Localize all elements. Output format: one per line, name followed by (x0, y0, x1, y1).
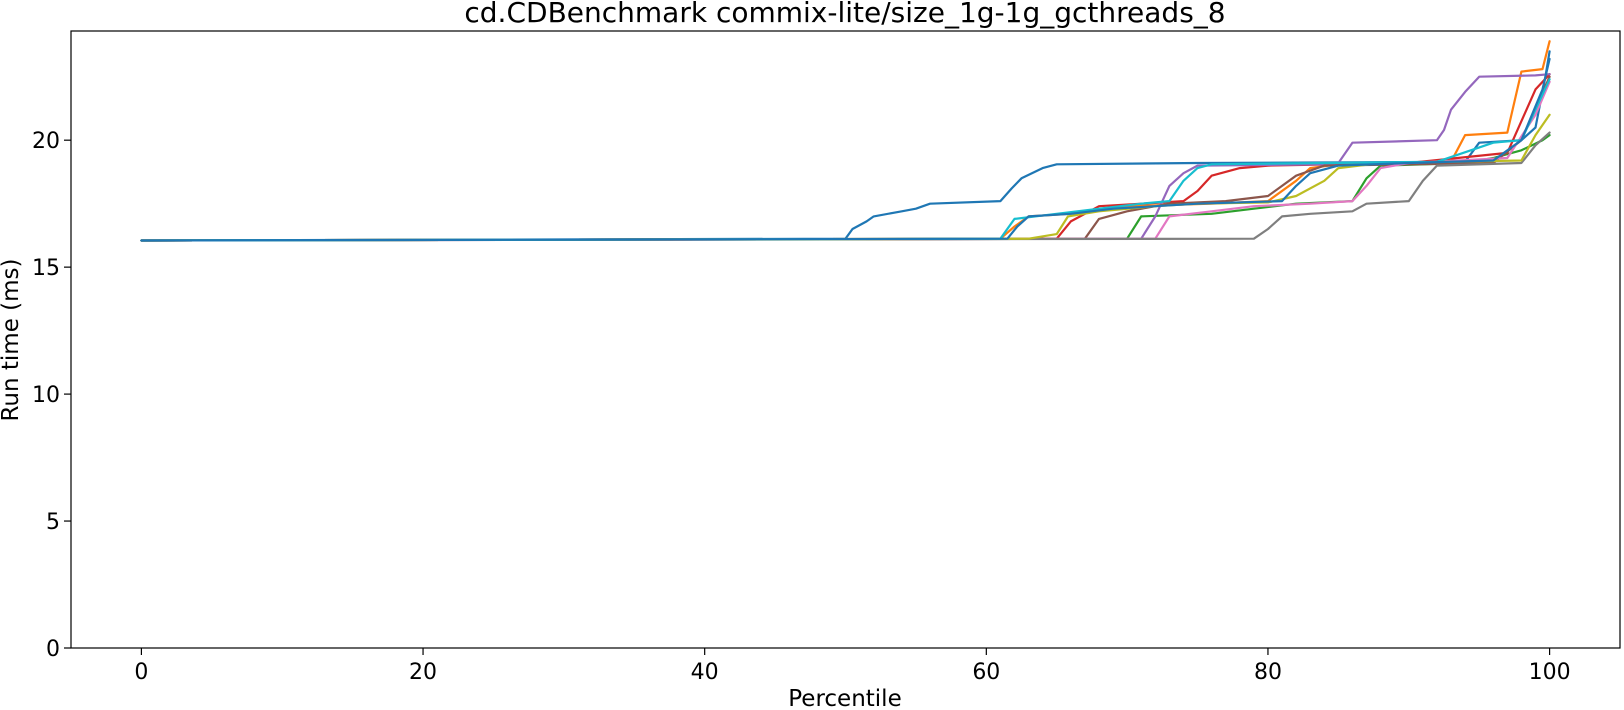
x-tick-label: 60 (972, 660, 1000, 685)
x-axis-label: Percentile (788, 686, 901, 710)
series-line-6 (140, 75, 1551, 242)
series-line-2 (140, 40, 1551, 242)
x-tick-label: 40 (691, 660, 719, 685)
y-tick-label: 10 (32, 383, 60, 408)
x-tick-label: 0 (134, 660, 148, 685)
y-tick-label: 0 (46, 637, 60, 662)
x-tick-label: 100 (1529, 660, 1571, 685)
x-tick-label: 80 (1254, 660, 1282, 685)
x-tick-label: 20 (409, 660, 437, 685)
y-tick-label: 5 (46, 510, 60, 535)
x-axis: 0 20 40 60 80 100 (134, 648, 1571, 685)
plot-frame (70, 30, 1621, 649)
series-line-3 (140, 134, 1551, 242)
y-axis-label: Run time (ms) (0, 258, 24, 421)
chart-title: cd.CDBenchmark commix-lite/size_1g-1g_gc… (464, 0, 1225, 29)
series-line-10 (140, 78, 1551, 242)
series-line-9 (140, 113, 1551, 242)
series-line-4 (140, 73, 1551, 242)
series-line-7 (140, 80, 1551, 242)
series-group (140, 40, 1551, 242)
series-line-11 (140, 57, 1551, 242)
plot-area (70, 30, 1621, 649)
series-line-5 (140, 73, 1551, 242)
y-axis: 0 5 10 15 20 (32, 129, 71, 662)
series-line-8 (140, 131, 1551, 242)
y-tick-label: 20 (32, 129, 60, 154)
y-tick-label: 15 (32, 256, 60, 281)
